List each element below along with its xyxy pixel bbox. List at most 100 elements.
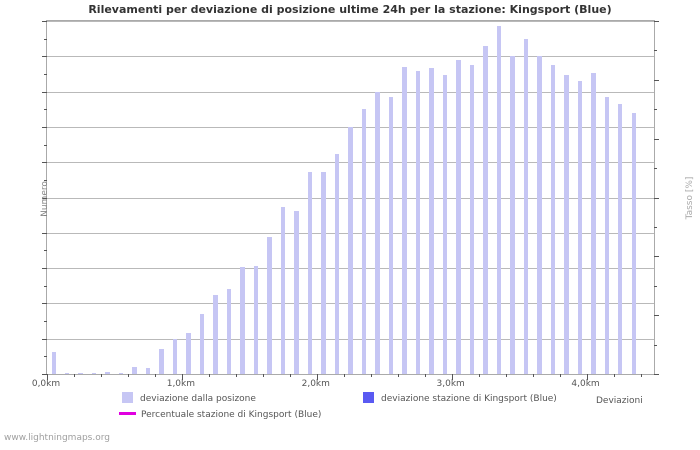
bar — [361, 109, 367, 374]
bar — [631, 112, 636, 374]
x-axis-tick-label: 4,0km — [571, 379, 600, 389]
y2-axis-tick — [654, 21, 659, 22]
gridline — [47, 21, 654, 22]
bar — [78, 373, 83, 374]
x-axis-tick — [47, 374, 48, 380]
x-axis-minor-tick — [370, 374, 372, 377]
bar — [348, 126, 353, 374]
bar — [604, 96, 609, 374]
bar — [186, 333, 191, 374]
x-axis-minor-tick — [289, 374, 291, 377]
y-axis-minor-tick — [44, 250, 47, 252]
y-axis-minor-tick — [44, 215, 47, 217]
x-axis-minor-tick — [154, 374, 156, 377]
x-axis-minor-tick — [235, 374, 237, 377]
x-axis-tick — [586, 374, 588, 380]
bar — [591, 73, 596, 374]
y2-axis-tick — [654, 256, 659, 258]
y-axis-minor-tick — [44, 144, 47, 146]
gridline — [47, 56, 654, 58]
bar — [159, 349, 164, 374]
y-axis-minor-tick — [44, 73, 47, 75]
y-axis-minor-tick — [44, 179, 47, 181]
y2-axis-tick — [654, 374, 659, 375]
bar — [334, 153, 340, 374]
bar — [442, 74, 448, 374]
y-axis-right-title: Tasso [%] — [685, 176, 695, 220]
x-axis-minor-tick — [640, 374, 642, 377]
bar — [65, 373, 70, 374]
plot-area: 050100150200250300350400450500 020406080… — [40, 20, 659, 380]
gridline — [47, 91, 654, 93]
bar — [523, 38, 529, 374]
bar — [118, 373, 124, 374]
bar — [253, 265, 259, 374]
y-axis-tick — [42, 303, 47, 305]
bar — [145, 367, 151, 374]
y-axis-tick — [42, 91, 47, 93]
bar — [496, 25, 502, 374]
legend-square-swatch-icon — [363, 392, 374, 403]
bar — [172, 339, 178, 374]
legend-item[interactable]: Percentuale stazione di Kingsport (Blue) — [119, 410, 322, 420]
y2-axis-minor-tick — [654, 50, 657, 52]
bar — [51, 352, 56, 374]
x-axis-tick-label: 3,0km — [436, 379, 465, 389]
legend-item[interactable]: deviazione stazione di Kingsport (Blue) — [363, 392, 557, 404]
x-axis-minor-tick — [613, 374, 615, 377]
chart-legend: deviazione dalla posizone deviazione staz… — [0, 392, 700, 432]
bar — [321, 172, 326, 374]
bar — [240, 267, 245, 374]
bar — [618, 104, 623, 374]
x-axis-minor-tick — [343, 374, 345, 377]
bar — [469, 64, 475, 374]
x-axis-minor-tick — [262, 374, 264, 377]
y2-axis-minor-tick — [654, 285, 657, 287]
y2-axis-minor-tick — [654, 168, 657, 170]
y-axis-left-title: Numero — [40, 181, 50, 217]
legend-item-label: Percentuale stazione di Kingsport (Blue) — [141, 410, 322, 420]
chart-title: Rilevamenti per deviazione di posizione … — [88, 3, 612, 16]
bar — [456, 59, 461, 374]
bar — [550, 65, 556, 374]
y2-axis-minor-tick — [654, 226, 657, 228]
y-axis-tick — [42, 162, 47, 164]
bar — [483, 45, 488, 374]
x-axis-minor-tick — [100, 374, 102, 377]
x-axis-minor-tick — [397, 374, 399, 377]
bar — [577, 81, 583, 374]
y-axis-tick — [42, 268, 47, 270]
y-axis-tick — [42, 56, 47, 58]
bar — [199, 314, 205, 374]
x-axis-title: Deviazioni — [596, 396, 643, 406]
bar — [429, 67, 434, 374]
x-axis-minor-tick — [208, 374, 210, 377]
y-axis-tick — [42, 197, 47, 199]
watermark: www.lightningmaps.org — [4, 433, 110, 443]
x-axis-tick — [451, 374, 453, 380]
y-axis-minor-tick — [44, 109, 47, 111]
bar — [510, 55, 515, 374]
bar — [105, 371, 110, 374]
y2-axis-tick — [654, 79, 659, 81]
bar — [388, 96, 394, 374]
legend-item[interactable]: deviazione dalla posizone — [122, 392, 256, 404]
legend-line-swatch-icon — [119, 412, 136, 415]
x-axis-minor-tick — [532, 374, 534, 377]
x-axis-tick — [316, 374, 318, 380]
y-axis-minor-tick — [44, 321, 47, 323]
bar — [375, 91, 380, 374]
x-axis-tick-label: 2,0km — [301, 379, 330, 389]
bar — [226, 288, 232, 374]
x-axis-tick-label: 1,0km — [166, 379, 196, 389]
y2-axis-minor-tick — [654, 109, 657, 111]
bar — [132, 366, 137, 374]
y-axis-minor-tick — [44, 285, 47, 287]
bar — [294, 210, 299, 374]
y-axis-tick — [42, 21, 47, 22]
y-axis-tick — [42, 374, 47, 375]
x-axis-minor-tick — [127, 374, 129, 377]
bar — [267, 237, 272, 374]
y-axis-minor-tick — [44, 356, 47, 358]
